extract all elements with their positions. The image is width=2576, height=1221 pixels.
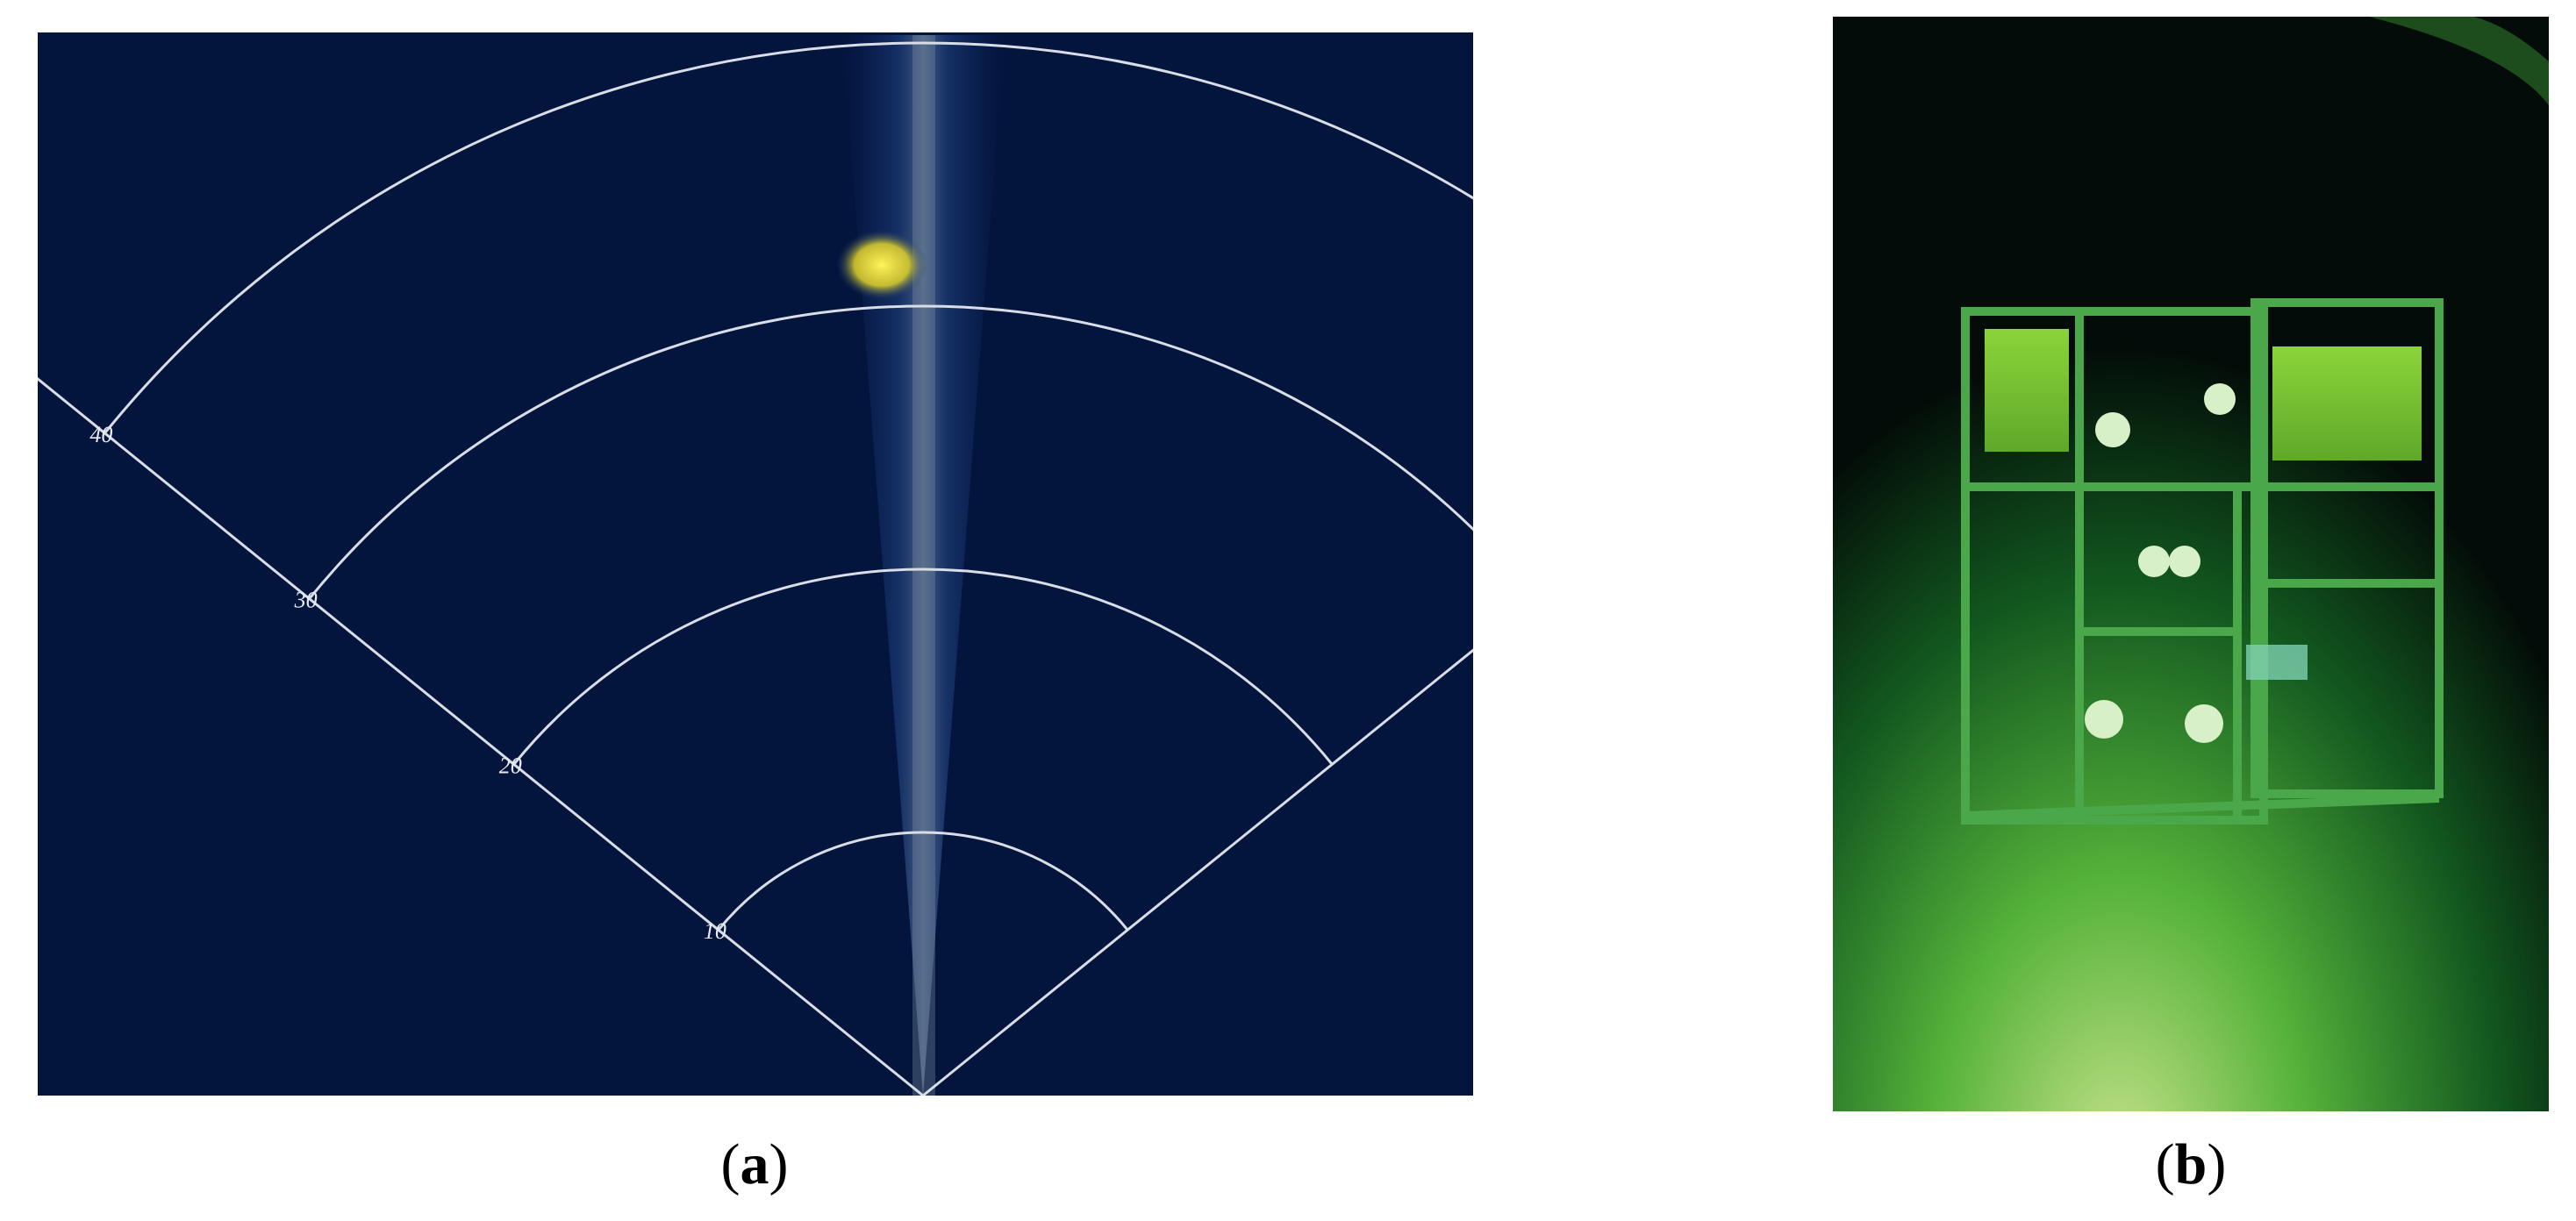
- fan-edge: [38, 376, 924, 1096]
- underwater-photo: [1833, 17, 2549, 1111]
- fan-edge: [922, 648, 1473, 1096]
- sonar-beam-core: [912, 35, 935, 1096]
- range-label: 40: [89, 422, 112, 447]
- range-ring: [512, 568, 1334, 766]
- range-label: 20: [499, 753, 522, 778]
- sonar-image: 10 20 30 40: [38, 32, 1473, 1096]
- sonar-beam: [842, 35, 1005, 1096]
- caption-b: (b): [2155, 1132, 2227, 1196]
- sonar-background: [38, 32, 1473, 1096]
- range-label: 30: [294, 588, 318, 613]
- range-ring: [717, 831, 1129, 932]
- range-label: 10: [704, 918, 726, 944]
- sonar-target: [836, 230, 927, 300]
- range-ring: [104, 41, 1473, 434]
- range-ring: [308, 304, 1473, 600]
- caption-a: (a): [720, 1132, 789, 1196]
